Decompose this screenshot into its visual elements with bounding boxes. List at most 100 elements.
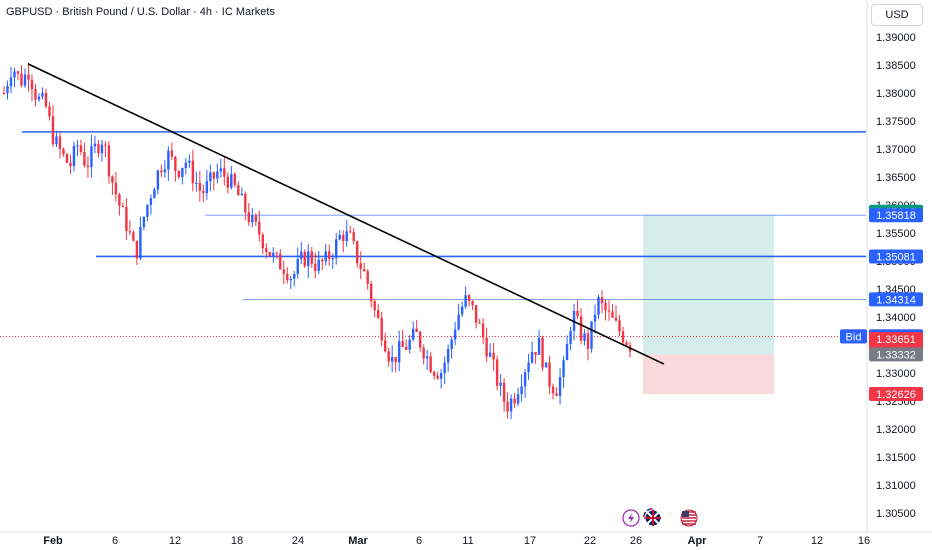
candle-body [72,145,76,167]
candle-body [114,182,118,195]
symbol-header[interactable]: GBPUSD · British Pound / U.S. Dollar · 4… [6,6,275,18]
candle-body [555,393,558,396]
candle-body [237,185,240,196]
candle-body [93,143,97,147]
candle-body [404,346,408,350]
price-badge-label: 1.33332 [876,349,916,361]
candle-body [279,253,282,270]
candle-body [383,340,387,352]
candle-body [408,339,411,350]
candle-body [97,143,100,154]
candle-body [471,300,474,306]
candle-body [188,160,191,163]
price-tick-label: 1.36500 [876,172,916,184]
currency-button[interactable]: USD [871,4,923,26]
candle-body [34,89,37,100]
candle-body [349,231,352,233]
candle-body [296,259,299,274]
candle-body [562,360,565,378]
price-badge [869,386,923,401]
price-tick-label: 1.39000 [876,32,916,44]
candle-body [6,86,9,94]
candle-body [247,212,251,223]
candle-body [58,136,62,150]
candle-body [586,333,590,349]
candle-body [160,170,163,173]
candle-body [387,351,390,362]
candle-body [177,170,181,178]
price-tick-label: 1.37000 [876,144,916,156]
bid-tag [840,329,867,344]
candle-body [132,232,135,241]
candle-body [314,263,317,271]
candle-body [499,382,502,386]
candle-body [432,372,436,376]
price-badge-label: 1.35081 [876,251,916,263]
candle-body [604,302,607,311]
candle-body [523,372,527,387]
candle-body [79,145,83,152]
candle-body [212,172,216,179]
candle-body [30,79,34,90]
candle-body [436,375,439,379]
candle-body [439,373,443,379]
candle-body [51,116,55,145]
candle-body [495,359,499,386]
candle-body [373,301,376,311]
price-tick-label: 1.32000 [876,424,916,436]
candle-body [541,337,544,368]
candle-body [111,176,114,183]
candle-body [16,71,20,74]
candle-body [607,310,611,312]
candle-body [153,189,156,199]
candle-body [443,362,446,374]
candle-body [597,297,600,315]
candle-body [174,156,177,171]
candle-body [363,269,366,272]
time-tick-label: 6 [416,535,422,547]
candle-body [614,317,618,321]
price-tick-label: 1.38000 [876,88,916,100]
candle-body [579,316,583,341]
candle-body [342,234,345,242]
candle-body [254,215,257,222]
candle-body [121,205,125,207]
candle-body [139,227,142,259]
candle-body [69,162,72,167]
price-badge [869,292,923,307]
candle-body [611,311,614,318]
time-tick-label: 26 [630,535,642,547]
candle-body [593,314,597,322]
candle-body [258,221,261,235]
bid-tag-label: Bid [846,331,862,343]
price-tick-label: 1.34000 [876,312,916,324]
candle-body [20,73,23,86]
price-badge [869,347,923,362]
candle-body [265,248,268,253]
candle-body [205,181,209,194]
candle-body [195,182,198,184]
candle-body [142,216,146,228]
candle-body [474,305,478,323]
candle-body [272,252,275,257]
time-tick-label: 7 [757,535,763,547]
candle-body [104,144,107,146]
candle-body [191,160,195,184]
candle-body [223,168,226,177]
position-target-zone [643,215,774,355]
time-tick-label: Apr [688,535,708,547]
candle-body [55,136,58,145]
candle-body [83,151,86,166]
price-badge-label: 1.32626 [876,389,916,401]
candle-body [485,337,488,357]
candle-body [390,357,394,362]
time-tick-label: 12 [169,535,181,547]
candle-body [198,182,202,191]
candle-body [226,176,230,188]
candle-body [23,74,27,86]
candle-body [513,398,516,404]
candle-body [328,251,331,259]
candle-body [446,348,450,363]
candle-body [394,357,397,363]
